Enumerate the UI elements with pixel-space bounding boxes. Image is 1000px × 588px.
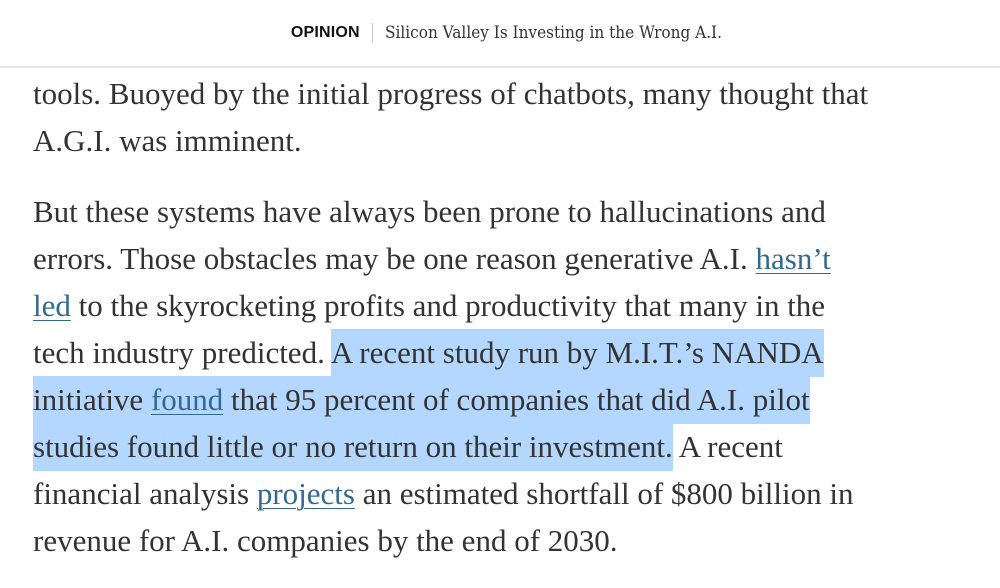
text-line: financial analysis projects an estimated… <box>33 470 868 517</box>
text-line: studies found little or no return on the… <box>33 423 868 471</box>
inline-link[interactable]: led <box>33 288 71 323</box>
text-line: revenue for A.I. companies by the end of… <box>33 517 868 564</box>
selected-text: initiative <box>33 376 151 424</box>
section-label[interactable]: OPINION <box>290 24 360 41</box>
text-line: led to the skyrocketing profits and prod… <box>33 282 868 329</box>
text-line: errors. Those obstacles may be one reaso… <box>33 235 868 282</box>
text-line: But these systems have always been prone… <box>33 188 868 235</box>
text-segment: to the skyrocketing profits and producti… <box>70 288 826 323</box>
article-header-bar: OPINION Silicon Valley Is Investing in t… <box>0 0 1000 68</box>
text-segment: tech industry predicted. <box>33 335 331 370</box>
text-segment: financial analysis <box>33 476 257 511</box>
text-line: initiative found that 95 percent of comp… <box>33 376 868 424</box>
article-body: tools. Buoyed by the initial progress of… <box>33 70 868 588</box>
text-line: tech industry predicted. A recent study … <box>33 329 868 377</box>
text-line: A.G.I. was imminent. <box>33 117 868 164</box>
text-line: tools. Buoyed by the initial progress of… <box>33 70 868 117</box>
selected-text: A recent study run by M.I.T.’s NANDA <box>330 329 824 377</box>
paragraph: But these systems have always been prone… <box>33 188 868 564</box>
inline-link[interactable]: projects <box>256 476 355 511</box>
paragraph: tools. Buoyed by the initial progress of… <box>33 70 868 164</box>
text-segment: errors. Those obstacles may be one reaso… <box>33 241 756 276</box>
text-segment: A.G.I. was imminent. <box>33 123 302 158</box>
text-segment: an estimated shortfall of $800 billion i… <box>354 476 854 511</box>
selected-text: studies found little or no return on the… <box>33 423 673 471</box>
inline-link[interactable]: found <box>150 376 224 424</box>
header-divider <box>371 23 373 43</box>
article-headline: Silicon Valley Is Investing in the Wrong… <box>384 23 722 43</box>
text-segment: revenue for A.I. companies by the end of… <box>33 523 618 558</box>
text-segment: A recent <box>672 429 783 464</box>
text-segment: But these systems have always been prone… <box>33 194 826 229</box>
inline-link[interactable]: hasn’t <box>755 241 831 276</box>
selected-text: that 95 percent of companies that did A.… <box>223 376 810 424</box>
text-segment: tools. Buoyed by the initial progress of… <box>33 76 869 111</box>
